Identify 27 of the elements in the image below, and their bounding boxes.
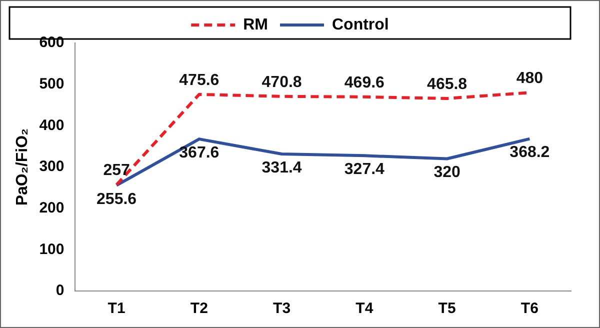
data-label: 320	[434, 164, 460, 182]
y-tick-label: 200	[39, 199, 64, 216]
data-label: 368.2	[510, 144, 550, 162]
data-label: 367.6	[179, 144, 220, 162]
x-tick-label: T4	[356, 300, 374, 318]
y-axis-title: PaO₂/FiO₂	[14, 128, 32, 206]
y-tick-label: 400	[39, 116, 64, 134]
y-tick-label: 0	[56, 282, 64, 300]
data-label: 480	[516, 70, 544, 88]
legend-label: Control	[332, 16, 389, 34]
x-tick-label: T3	[273, 300, 291, 318]
x-tick-label: T1	[108, 300, 126, 318]
data-label: 465.8	[427, 76, 468, 93]
x-tick-label: T5	[438, 300, 456, 318]
x-tick-label: T6	[520, 300, 538, 318]
legend-label: RM	[243, 16, 268, 34]
data-label: 475.6	[179, 72, 220, 89]
data-label: 470.8	[262, 74, 302, 91]
x-tick-label: T2	[190, 300, 208, 318]
data-label: 255.6	[96, 190, 137, 208]
data-label: 331.4	[262, 159, 302, 176]
data-label: 327.4	[344, 161, 385, 178]
y-tick-label: 500	[39, 75, 64, 92]
data-label: 469.6	[344, 74, 385, 92]
y-tick-label: 100	[39, 240, 64, 258]
y-tick-label: 300	[39, 158, 64, 176]
data-label: 257	[103, 162, 130, 180]
